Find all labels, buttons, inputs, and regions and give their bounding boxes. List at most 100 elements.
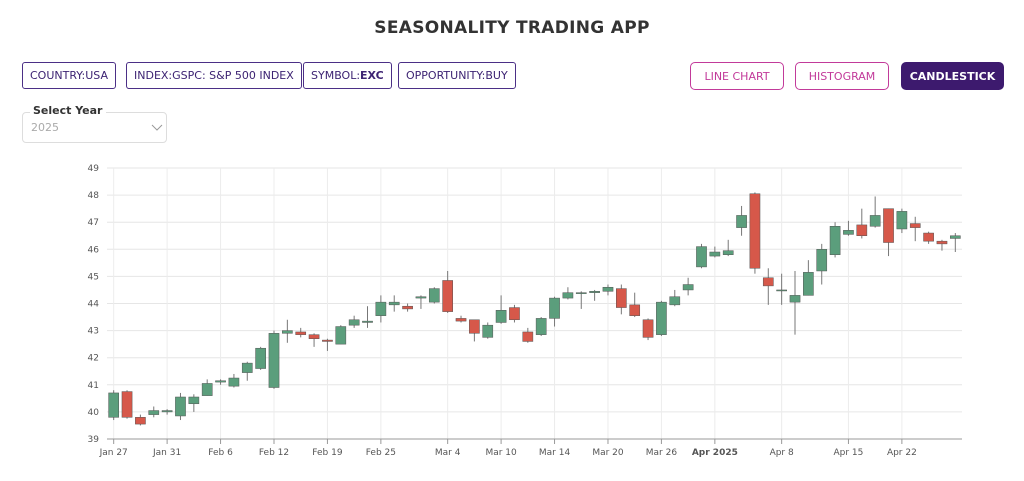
- x-tick-label: Jan 31: [152, 448, 181, 458]
- candle-body: [201, 383, 213, 396]
- select-label: Select Year: [30, 104, 106, 117]
- candle-body: [923, 232, 934, 242]
- candle-body: [308, 334, 320, 339]
- opportunity-filter[interactable]: OPPORTUNITY: BUY: [398, 62, 516, 89]
- candle-body: [255, 347, 266, 369]
- x-tick-label: Jan 27: [99, 448, 128, 458]
- candle-body: [762, 277, 774, 287]
- candle-body: [415, 296, 427, 299]
- histogram-button[interactable]: HISTOGRAM: [795, 62, 889, 90]
- candle-body: [789, 295, 801, 303]
- x-tick-label: Apr 22: [887, 448, 917, 458]
- candle-body: [856, 224, 868, 237]
- x-tick-label: Mar 10: [485, 448, 517, 458]
- x-tick-label: Mar 4: [435, 448, 461, 458]
- filter-value: GSPC: S&P 500 INDEX: [172, 69, 294, 82]
- select-value: 2025: [31, 121, 59, 134]
- candle-body: [843, 230, 854, 235]
- candle-body: [375, 301, 387, 316]
- candle-body: [442, 280, 453, 312]
- x-tick-label: Feb 6: [208, 448, 233, 458]
- candle-body: [616, 288, 627, 308]
- candle-body: [816, 249, 828, 272]
- candle-body: [749, 193, 761, 269]
- candle-body: [682, 284, 694, 291]
- candle-body: [455, 318, 467, 322]
- candle-body: [629, 304, 641, 316]
- candle-body: [509, 307, 520, 321]
- candle-body: [549, 297, 560, 319]
- y-tick-label: 45: [88, 272, 99, 282]
- candle-body: [388, 301, 400, 306]
- x-tick-label: Feb 25: [366, 448, 396, 458]
- candle-body: [161, 410, 173, 413]
- y-tick-label: 49: [88, 164, 100, 174]
- candle-body: [362, 320, 373, 323]
- filter-value: EXC: [360, 69, 384, 82]
- y-tick-label: 41: [88, 381, 99, 391]
- x-tick-label: Mar 20: [592, 448, 624, 458]
- candle-body: [575, 292, 587, 294]
- x-tick-label: Feb 19: [312, 448, 343, 458]
- candle-body: [228, 377, 240, 387]
- filter-label: OPPORTUNITY:: [406, 69, 486, 82]
- candlestick-chart: 39 40 41 42 43 44 45 46 47 48 49 Jan 27 Jan 31 Feb 6 F…: [88, 164, 962, 458]
- candle-body: [803, 272, 814, 296]
- candle-body: [188, 396, 200, 405]
- candle-body: [909, 223, 921, 228]
- app-title: SEASONALITY TRADING APP: [374, 18, 650, 38]
- symbol-filter[interactable]: SYMBOL: EXC: [303, 62, 392, 89]
- filter-value: USA: [85, 69, 109, 82]
- candle-body: [602, 286, 614, 292]
- candle-body: [936, 240, 948, 245]
- candle-body: [776, 289, 787, 292]
- x-tick-label: Apr 8: [770, 448, 794, 458]
- candle-body: [268, 333, 280, 388]
- candle-body: [348, 319, 360, 326]
- y-tick-label: 44: [88, 300, 100, 310]
- x-tick-label: Feb 12: [259, 448, 289, 458]
- country-filter[interactable]: COUNTRY: USA: [22, 62, 117, 89]
- candle-body: [722, 250, 734, 255]
- dropdown-arrow: [151, 124, 163, 131]
- candle-body: [282, 330, 293, 334]
- x-tick-label: Apr 2025: [692, 448, 738, 458]
- index-filter[interactable]: INDEX: GSPC: S&P 500 INDEX: [126, 62, 302, 89]
- candle-body: [335, 326, 347, 345]
- candle-body: [428, 288, 440, 303]
- candle-body: [175, 396, 186, 417]
- candle-body: [148, 410, 160, 415]
- candle-body: [241, 362, 253, 373]
- candle-body: [562, 292, 574, 299]
- candle-body: [709, 251, 721, 257]
- filter-label: SYMBOL:: [311, 69, 361, 82]
- candle-body: [402, 305, 413, 310]
- candle-body: [495, 310, 507, 323]
- candle-body: [469, 319, 480, 334]
- y-tick-label: 42: [88, 354, 99, 364]
- x-tick-label: Mar 14: [539, 448, 571, 458]
- candle-body: [121, 391, 133, 418]
- candle-body: [135, 417, 146, 425]
- candle-body: [869, 215, 881, 227]
- candle-body: [589, 291, 600, 293]
- y-tick-label: 47: [88, 218, 99, 228]
- candle-body: [896, 211, 908, 230]
- x-tick-label: Mar 26: [646, 448, 678, 458]
- filter-label: COUNTRY:: [30, 69, 86, 82]
- candle-body: [696, 246, 707, 268]
- candle-body: [295, 331, 307, 335]
- candle-body: [642, 319, 654, 338]
- line-chart-button[interactable]: LINE CHART: [690, 62, 784, 90]
- candle-body: [482, 324, 494, 338]
- candlestick-button[interactable]: CANDLESTICK: [901, 62, 1004, 90]
- y-tick-label: 40: [88, 408, 100, 418]
- candle-body: [829, 226, 841, 255]
- y-tick-label: 43: [88, 327, 99, 337]
- y-tick-label: 39: [88, 435, 100, 445]
- x-tick-label: Apr 15: [834, 448, 864, 458]
- candle-body: [108, 392, 120, 418]
- candle-body: [535, 318, 547, 335]
- y-tick-label: 48: [88, 191, 100, 201]
